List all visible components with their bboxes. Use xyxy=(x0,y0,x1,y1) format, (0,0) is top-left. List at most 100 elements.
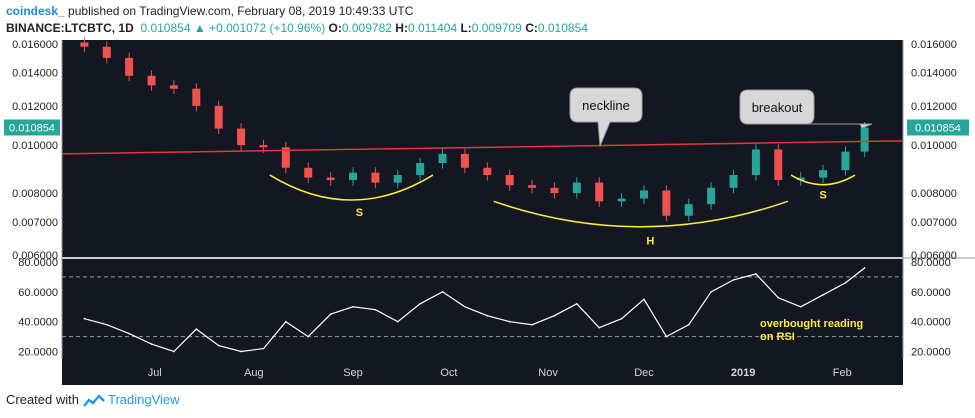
rsi-point-6 xyxy=(217,344,220,347)
price-tick-right-4: 0.008000 xyxy=(911,188,957,200)
price-tick-left-2: 0.012000 xyxy=(12,101,58,113)
rsi-point-29 xyxy=(732,279,735,281)
rsi-point-7 xyxy=(240,350,242,353)
time-tick-7: Feb xyxy=(833,367,852,379)
rsi-tick-right-3: 20.0000 xyxy=(911,347,951,359)
time-tick-6: 2019 xyxy=(731,367,755,379)
right-scale-bg xyxy=(903,40,975,359)
candle-body-10 xyxy=(304,167,313,178)
rsi-point-22 xyxy=(576,302,578,305)
ohlc-line: BINANCE:LTCBTC, 1D 0.010854 ▲ +0.001072 … xyxy=(6,21,588,35)
rsi-point-5 xyxy=(195,328,198,330)
price-tick-left-5: 0.007000 xyxy=(12,217,58,229)
rsi-point-1 xyxy=(105,323,108,326)
footer: Created with TradingView xyxy=(6,392,180,408)
rsi-point-25 xyxy=(643,298,645,301)
candle-body-24 xyxy=(617,198,626,202)
candle-body-31 xyxy=(774,149,783,181)
left-scale-bg xyxy=(0,40,62,359)
candle-body-30 xyxy=(751,149,760,176)
candle-body-32 xyxy=(796,177,805,181)
candle-body-12 xyxy=(348,172,357,181)
candle-body-2 xyxy=(125,57,134,76)
rsi-point-31 xyxy=(777,297,780,299)
candle-body-35 xyxy=(860,127,869,152)
breakout-callout-bubble xyxy=(739,89,873,129)
rsi-tick-right-1: 60.0000 xyxy=(911,287,951,299)
rsi-tick-left-0: 80.0000 xyxy=(18,257,58,269)
head-arc xyxy=(493,200,789,228)
last-price-badge-left xyxy=(4,119,60,136)
candle-body-7 xyxy=(237,128,246,146)
rsi-annotation-line1: overbought reading xyxy=(760,318,863,330)
candle-body-28 xyxy=(707,187,716,205)
rsi-point-8 xyxy=(262,347,265,350)
neckline-callout-text: neckline xyxy=(582,98,630,113)
low-value: 0.009709 xyxy=(471,21,522,35)
candle-body-19 xyxy=(505,175,514,186)
neckline xyxy=(61,140,904,155)
price-tick-right-1: 0.014000 xyxy=(911,68,957,80)
chart-area[interactable]: 0.016000 0.016000 0.014000 0.014000 0.012000… xyxy=(0,0,975,385)
rsi-tick-right-0: 80.0000 xyxy=(911,257,951,269)
close-value: 0.010854 xyxy=(537,21,588,35)
candle-body-1 xyxy=(102,46,111,58)
rsi-point-24 xyxy=(620,317,623,320)
rsi-point-3 xyxy=(150,343,153,345)
rsi-point-9 xyxy=(285,320,287,323)
candle-body-22 xyxy=(572,182,581,194)
price-pane xyxy=(62,40,903,257)
time-tick-4: Nov xyxy=(538,367,558,379)
candle-body-27 xyxy=(684,204,693,216)
head-label: H xyxy=(646,236,654,248)
last-price-badge-right xyxy=(907,119,969,136)
candle-body-5 xyxy=(192,88,201,106)
left-shoulder-label: S xyxy=(356,207,363,219)
rsi-point-11 xyxy=(329,313,332,316)
rsi-point-18 xyxy=(486,314,489,317)
rsi-pane xyxy=(62,259,903,359)
price-tick-right-3: 0.010000 xyxy=(911,140,957,152)
rsi-point-4 xyxy=(173,350,175,353)
rsi-point-17 xyxy=(464,305,466,308)
price-tick-left-1: 0.014000 xyxy=(12,68,58,80)
price-tick-right-0: 0.016000 xyxy=(911,39,957,51)
tradingview-brand[interactable]: TradingView xyxy=(108,392,180,407)
candle-body-4 xyxy=(169,85,178,89)
low-label: L: xyxy=(460,21,472,35)
rsi-point-2 xyxy=(128,332,130,335)
rsi-point-20 xyxy=(531,323,533,326)
candle-body-6 xyxy=(214,105,223,129)
rsi-point-15 xyxy=(419,302,421,305)
open-label: O: xyxy=(328,21,342,35)
time-tick-5: Dec xyxy=(634,367,654,379)
rsi-tick-left-3: 20.0000 xyxy=(18,347,58,359)
close-label: C: xyxy=(525,21,538,35)
candle-body-33 xyxy=(819,170,828,178)
rsi-point-12 xyxy=(352,305,354,308)
rsi-point-27 xyxy=(687,323,690,326)
rsi-point-23 xyxy=(598,326,601,329)
rsi-point-32 xyxy=(799,305,802,308)
candle-body-29 xyxy=(729,175,738,188)
candle-body-21 xyxy=(550,187,559,194)
last-price-badge-left-text: 0.010854 xyxy=(9,122,55,134)
published-text: published on TradingView.com, February 0… xyxy=(68,4,414,18)
change-value: +0.001072 (+10.96%) xyxy=(209,21,326,35)
rsi-annotation-line2: on RSI xyxy=(760,331,795,343)
candle-body-18 xyxy=(483,167,492,176)
right-shoulder-label: S xyxy=(819,190,826,202)
tradingview-logo-icon xyxy=(82,393,105,407)
candle-body-25 xyxy=(639,190,648,199)
candle-body-13 xyxy=(371,172,380,183)
rsi-tick-left-1: 60.0000 xyxy=(18,287,58,299)
candle-body-26 xyxy=(662,190,671,216)
price-tick-right-5: 0.007000 xyxy=(911,217,957,229)
rsi-tick-left-2: 40.0000 xyxy=(18,317,58,329)
publish-line: coindesk_ published on TradingView.com, … xyxy=(6,4,413,18)
price-tick-left-4: 0.008000 xyxy=(12,188,58,200)
author-link[interactable]: coindesk_ xyxy=(6,4,65,18)
last-price: 0.010854 xyxy=(140,21,191,35)
price-tick-left-3: 0.010000 xyxy=(12,140,58,152)
price-tick-left-0: 0.016000 xyxy=(12,39,58,51)
